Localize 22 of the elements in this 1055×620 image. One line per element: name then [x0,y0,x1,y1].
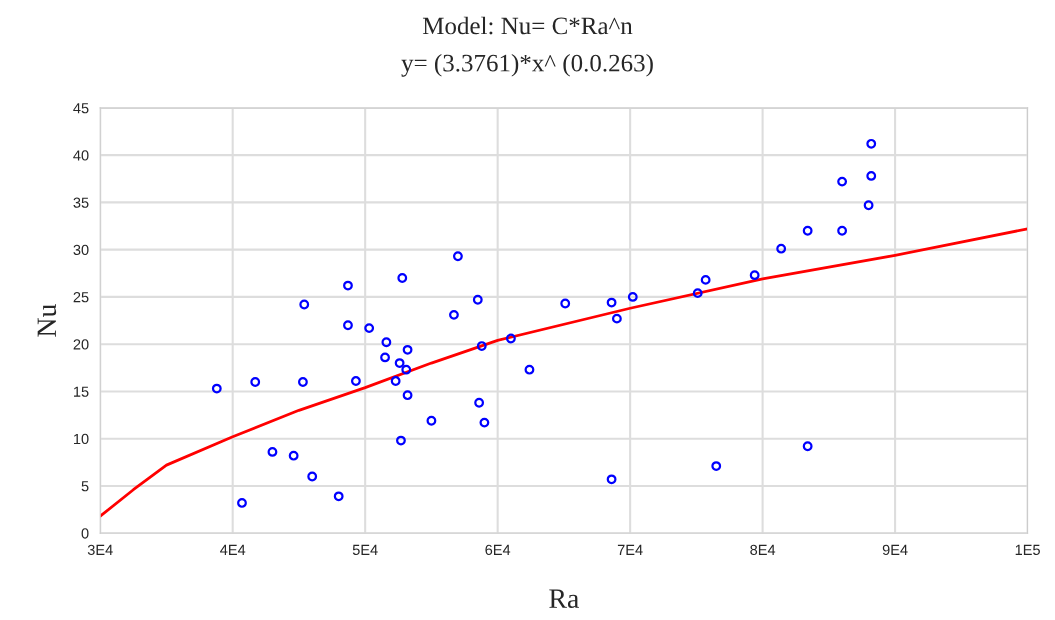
x-tick-label: 4E4 [220,544,246,555]
y-tick-label: 35 [73,197,89,208]
x-tick-label: 1E5 [1015,544,1040,556]
x-tick-label: 7E4 [617,544,643,555]
x-tick-label: 3E4 [87,544,113,556]
x-tick-label: 9E4 [882,544,908,556]
y-tick-label: 40 [73,150,89,161]
y-tick-label: 25 [73,292,89,303]
y-tick-label: 5 [81,481,89,492]
chart-subtitle: y= (3.3761)*x^ (0.0.263) [401,53,653,77]
x-tick-label: 5E4 [352,544,378,556]
y-tick-label: 45 [73,103,89,114]
y-axis-title: Nu [37,304,57,337]
y-tick-label: 0 [81,528,89,539]
x-tick-label: 8E4 [750,544,776,556]
chart-title: Model: Nu= C*Ra^n [422,16,633,35]
y-tick-label: 20 [73,339,89,350]
x-tick-label: 6E4 [485,544,511,556]
y-tick-label: 10 [74,433,89,445]
y-tick-label: 15 [74,386,89,397]
x-axis-title: Ra [549,589,579,609]
y-tick-label: 30 [73,244,89,256]
